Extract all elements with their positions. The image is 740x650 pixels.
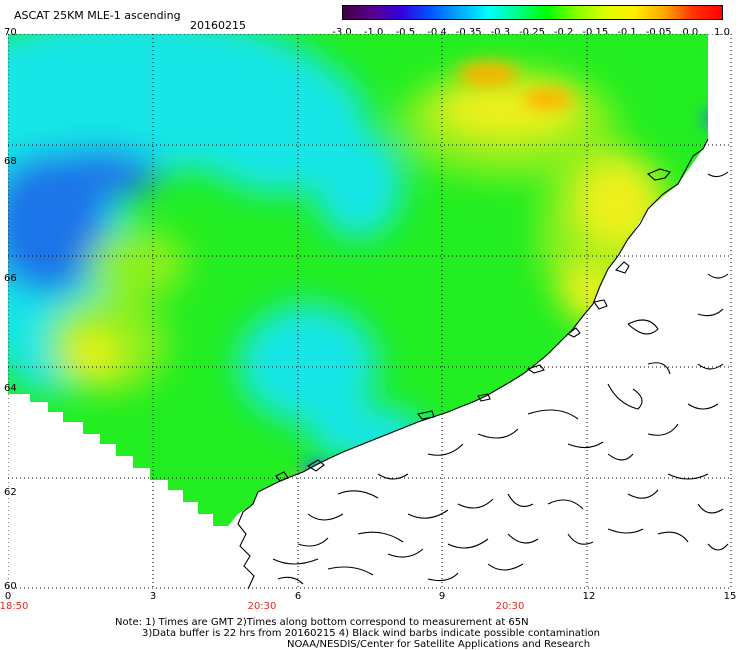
color-bar-label: -1.0 (363, 27, 384, 38)
lat-label-62: 62 (4, 487, 17, 498)
color-bar-label: -0.35 (455, 27, 482, 38)
lat-label-68: 68 (4, 156, 17, 167)
color-bar-label: -0.05 (645, 27, 672, 38)
product-date: 20160215 (190, 19, 246, 32)
wind-field (8, 34, 708, 526)
lon-label-9: 9 (438, 591, 446, 602)
color-bar-label: 0.0 (682, 27, 699, 38)
lon-label-12: 12 (582, 591, 596, 602)
lat-label-66: 66 (4, 273, 17, 284)
color-bar-label: -0.2 (553, 27, 574, 38)
time-label-3: 20:30 (495, 601, 525, 612)
note-line-1: Note: 1) Times are GMT 2)Times along bot… (115, 617, 529, 628)
lat-label-60: 60 (4, 581, 17, 592)
lat-label-70: 70 (4, 27, 17, 38)
color-bar (342, 5, 723, 20)
coastline (237, 138, 729, 589)
note-line-3: NOAA/NESDIS/Center for Satellite Applica… (287, 639, 591, 650)
color-bar-label: -0.1 (617, 27, 637, 38)
lon-label-0: 0 (4, 591, 12, 602)
color-bar-label: -0.4 (427, 27, 447, 38)
color-bar-label: -0.5 (395, 27, 416, 38)
color-bar-label: -3.0 (332, 27, 352, 38)
time-label-2: 20:30 (247, 601, 277, 612)
lon-label-6: 6 (294, 591, 302, 602)
lon-label-3: 3 (149, 591, 157, 602)
color-bar-labels: -3.0 -1.0 -0.5 -0.4 -0.35 -0.3 -0.25 -0.2 -0.15-… (330, 27, 740, 39)
color-bar-label: -0.3 (490, 27, 511, 38)
map-plot (8, 34, 732, 589)
color-bar-label: 1.0 (714, 27, 730, 38)
lon-label-15: 15 (723, 591, 737, 602)
note-line-2: 3)Data buffer is 22 hrs from 20160215 4)… (142, 628, 600, 639)
product-title: ASCAT 25KM MLE-1 ascending (14, 9, 181, 22)
time-label-1: 18:50 (0, 601, 29, 612)
color-bar-label: -0.15 (582, 27, 609, 38)
lat-label-64: 64 (4, 383, 17, 394)
graticule (8, 34, 732, 589)
color-bar-label: -0.25 (519, 27, 545, 38)
